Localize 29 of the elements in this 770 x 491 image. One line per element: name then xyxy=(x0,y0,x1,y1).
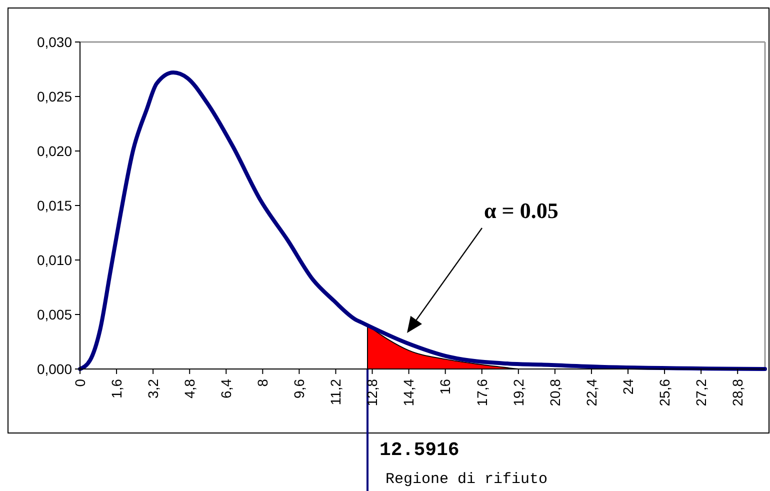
y-tick-label: 0,005 xyxy=(36,306,72,322)
annotation: α = 0.05 xyxy=(484,198,558,223)
x-tick-label: 17,6 xyxy=(474,378,490,406)
x-tick-label: 25,6 xyxy=(656,378,672,406)
x-tick-label: 6,4 xyxy=(218,378,234,398)
y-tick-label: 0,030 xyxy=(36,34,72,50)
x-tick-label: 14,4 xyxy=(400,378,417,406)
x-tick-label: 28,8 xyxy=(730,378,746,406)
x-tick-label: 11,2 xyxy=(328,378,344,406)
text: Regione di rifiuto xyxy=(386,471,548,488)
x-tick-label: 4,8 xyxy=(182,378,198,398)
x-tick-label: 16 xyxy=(437,378,454,395)
x-tick-label: 19,2 xyxy=(510,378,526,406)
x-tick-label: 3,2 xyxy=(144,378,161,398)
y-tick-label: 0,010 xyxy=(36,252,72,268)
x-tick-label: 9,6 xyxy=(291,378,308,398)
y-tick-label: 0,015 xyxy=(36,197,72,214)
y-tick-label: 0,020 xyxy=(36,142,72,159)
x-tick-label: 0 xyxy=(72,378,88,387)
y-tick-label: 0,000 xyxy=(36,360,72,377)
x-tick-label: 22,4 xyxy=(583,378,600,406)
x-tick-label: 20,8 xyxy=(546,378,563,406)
x-tick-label: 24 xyxy=(620,378,636,395)
x-tick-label: 1,6 xyxy=(108,378,124,398)
x-tick-label: 27,2 xyxy=(692,378,709,406)
ref-line-label: 12.5916 xyxy=(380,439,460,461)
x-tick-label: 12,8 xyxy=(364,378,380,406)
x-tick-label: 8 xyxy=(254,378,271,387)
y-tick-label: 0,025 xyxy=(36,88,72,104)
